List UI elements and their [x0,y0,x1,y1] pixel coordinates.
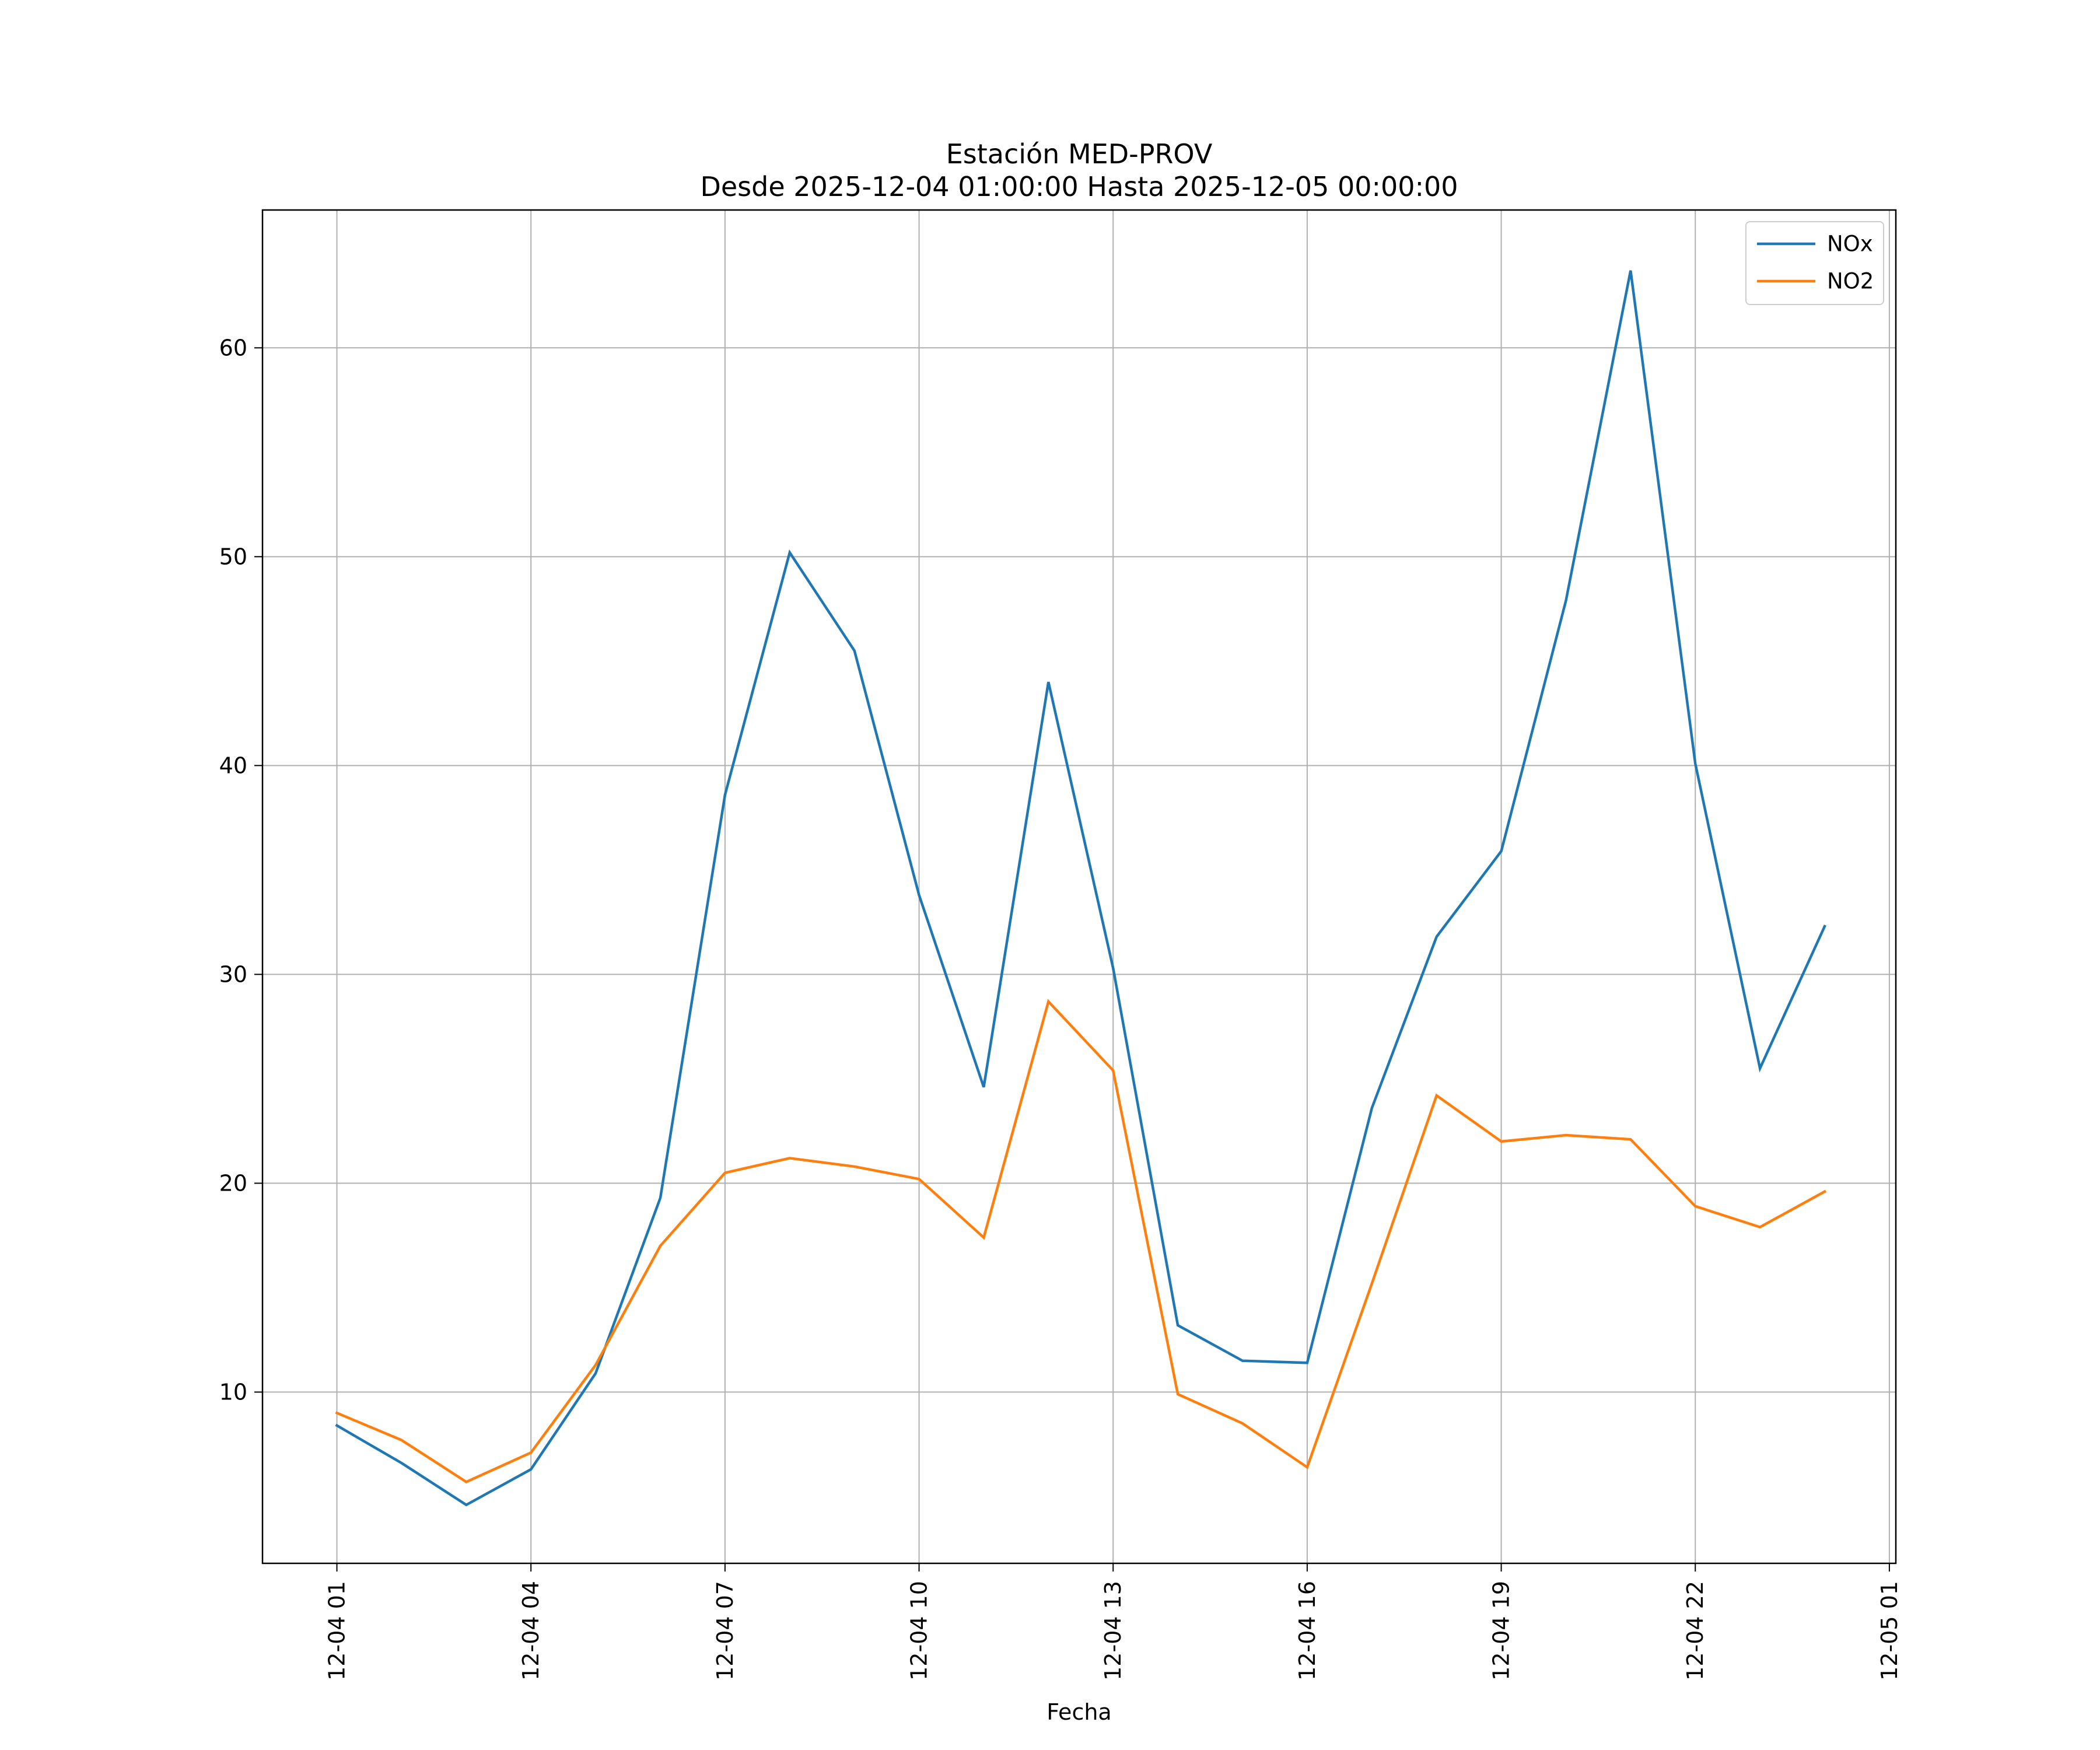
y-tick-label: 30 [219,961,247,987]
legend-items: NOx NO2 [1757,232,1874,294]
series-line-nox [335,270,1826,1507]
x-tick-label: 12-05 01 [1877,1581,1902,1681]
legend: NOx NO2 [1745,221,1884,305]
plot-area-frame [261,209,1897,1564]
legend-label-nox: NOx [1827,232,1873,257]
grid-lines [262,210,1896,1563]
x-tick-label: 12-04 04 [518,1581,544,1681]
y-tick-label: 60 [219,335,247,360]
x-tick-label: 12-04 07 [712,1581,738,1681]
x-tick-label: 12-04 01 [324,1581,350,1681]
series-nox [335,270,1826,1507]
legend-label-no2: NO2 [1827,269,1874,294]
x-tick-label: 12-04 19 [1489,1581,1514,1681]
chart-subtitle: Desde 2025-12-04 01:00:00 Hasta 2025-12-… [700,171,1458,202]
series-no2 [335,999,1827,1483]
x-tick-label: 12-04 22 [1682,1581,1708,1681]
axis-ticks: 12-04 01 12-04 04 12-04 07 12-04 10 12-04 13… [219,335,1902,1681]
x-tick-label: 12-04 16 [1294,1581,1320,1681]
chart-title: Estación MED-PROV [946,138,1213,170]
series-line-no2 [335,999,1827,1483]
y-tick-label: 50 [219,544,247,569]
legend-box [1745,221,1884,305]
data-series [335,270,1827,1507]
y-tick-label: 10 [219,1379,247,1405]
x-axis-label: Fecha [1046,1699,1111,1725]
y-tick-label: 20 [219,1170,247,1196]
y-tick-label: 40 [219,752,247,778]
x-tick-label: 12-04 10 [907,1581,932,1681]
x-tick-label: 12-04 13 [1100,1581,1126,1681]
